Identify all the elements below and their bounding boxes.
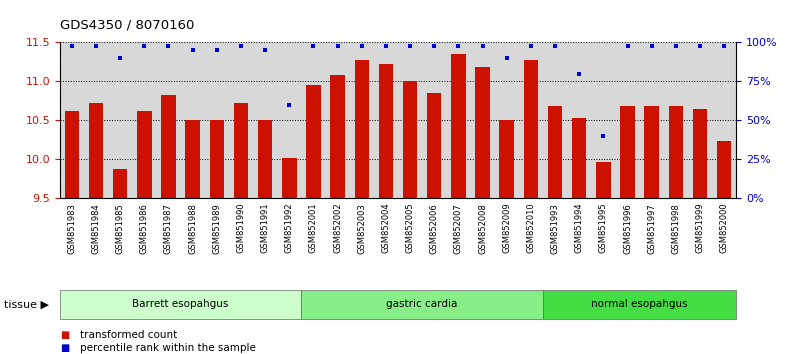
Point	[186, 47, 199, 53]
Text: GSM852001: GSM852001	[309, 203, 318, 253]
Bar	[693, 109, 708, 198]
Point	[597, 133, 610, 139]
Point	[307, 43, 320, 48]
Point	[452, 43, 465, 48]
Text: GSM851996: GSM851996	[623, 203, 632, 253]
Text: gastric cardia: gastric cardia	[387, 299, 458, 309]
Bar	[620, 106, 635, 198]
Point	[162, 43, 175, 48]
Text: Barrett esopahgus: Barrett esopahgus	[132, 299, 228, 309]
Text: GSM852007: GSM852007	[454, 203, 463, 253]
Point	[114, 55, 127, 61]
Text: GSM852002: GSM852002	[333, 203, 342, 253]
Point	[573, 71, 586, 76]
Text: GSM851991: GSM851991	[260, 203, 270, 253]
Text: GSM852009: GSM852009	[502, 203, 511, 253]
Bar	[500, 120, 514, 198]
Text: GSM851984: GSM851984	[92, 203, 100, 253]
Point	[90, 43, 103, 48]
Text: GSM851988: GSM851988	[188, 203, 197, 254]
Point	[693, 43, 706, 48]
Text: GSM851992: GSM851992	[285, 203, 294, 253]
Text: ■: ■	[60, 343, 69, 353]
Text: GSM852010: GSM852010	[526, 203, 536, 253]
Bar	[137, 111, 151, 198]
Text: ■: ■	[60, 330, 69, 339]
Text: GSM851989: GSM851989	[213, 203, 221, 253]
Bar	[669, 106, 683, 198]
Bar	[548, 106, 562, 198]
Point	[380, 43, 392, 48]
Text: transformed count: transformed count	[80, 330, 177, 339]
Point	[235, 43, 248, 48]
Text: GSM851995: GSM851995	[599, 203, 608, 253]
Text: GSM852000: GSM852000	[720, 203, 728, 253]
Bar	[403, 81, 417, 198]
Text: GSM851994: GSM851994	[575, 203, 583, 253]
Bar	[717, 141, 732, 198]
Point	[501, 55, 513, 61]
Text: GSM851986: GSM851986	[140, 203, 149, 254]
Text: tissue ▶: tissue ▶	[4, 299, 49, 309]
Bar	[209, 120, 224, 198]
Text: GSM852008: GSM852008	[478, 203, 487, 253]
Bar	[330, 75, 345, 198]
Bar	[543, 290, 736, 319]
Bar	[234, 103, 248, 198]
Text: GSM851990: GSM851990	[236, 203, 245, 253]
Text: GSM851997: GSM851997	[647, 203, 656, 253]
Bar	[427, 93, 442, 198]
Bar	[258, 120, 272, 198]
Text: GSM852004: GSM852004	[381, 203, 390, 253]
Point	[331, 43, 344, 48]
Bar	[596, 162, 611, 198]
Bar	[88, 103, 103, 198]
Text: GSM852005: GSM852005	[406, 203, 415, 253]
Point	[355, 43, 368, 48]
Point	[65, 43, 78, 48]
Point	[525, 43, 537, 48]
Bar	[113, 169, 127, 198]
Text: GDS4350 / 8070160: GDS4350 / 8070160	[60, 19, 194, 32]
Bar	[64, 111, 79, 198]
Point	[646, 43, 658, 48]
Point	[283, 102, 295, 108]
Text: GSM851999: GSM851999	[696, 203, 704, 253]
Point	[428, 43, 441, 48]
Text: GSM852006: GSM852006	[430, 203, 439, 253]
Point	[404, 43, 416, 48]
Bar	[302, 290, 543, 319]
Bar	[282, 158, 296, 198]
Text: normal esopahgus: normal esopahgus	[591, 299, 688, 309]
Point	[138, 43, 150, 48]
Bar	[451, 54, 466, 198]
Bar	[161, 95, 176, 198]
Bar	[645, 106, 659, 198]
Point	[259, 47, 271, 53]
Bar	[379, 64, 393, 198]
Text: GSM852003: GSM852003	[357, 203, 366, 253]
Bar	[475, 67, 490, 198]
Bar	[354, 59, 369, 198]
Point	[210, 47, 223, 53]
Bar	[572, 118, 587, 198]
Point	[621, 43, 634, 48]
Bar	[306, 85, 321, 198]
Bar	[60, 290, 302, 319]
Point	[669, 43, 682, 48]
Bar	[524, 59, 538, 198]
Text: GSM851985: GSM851985	[115, 203, 125, 253]
Text: percentile rank within the sample: percentile rank within the sample	[80, 343, 256, 353]
Text: GSM851987: GSM851987	[164, 203, 173, 254]
Point	[476, 43, 489, 48]
Point	[548, 43, 561, 48]
Text: GSM851998: GSM851998	[671, 203, 681, 253]
Text: GSM851993: GSM851993	[551, 203, 560, 253]
Text: GSM851983: GSM851983	[68, 203, 76, 254]
Bar	[185, 120, 200, 198]
Point	[718, 43, 731, 48]
